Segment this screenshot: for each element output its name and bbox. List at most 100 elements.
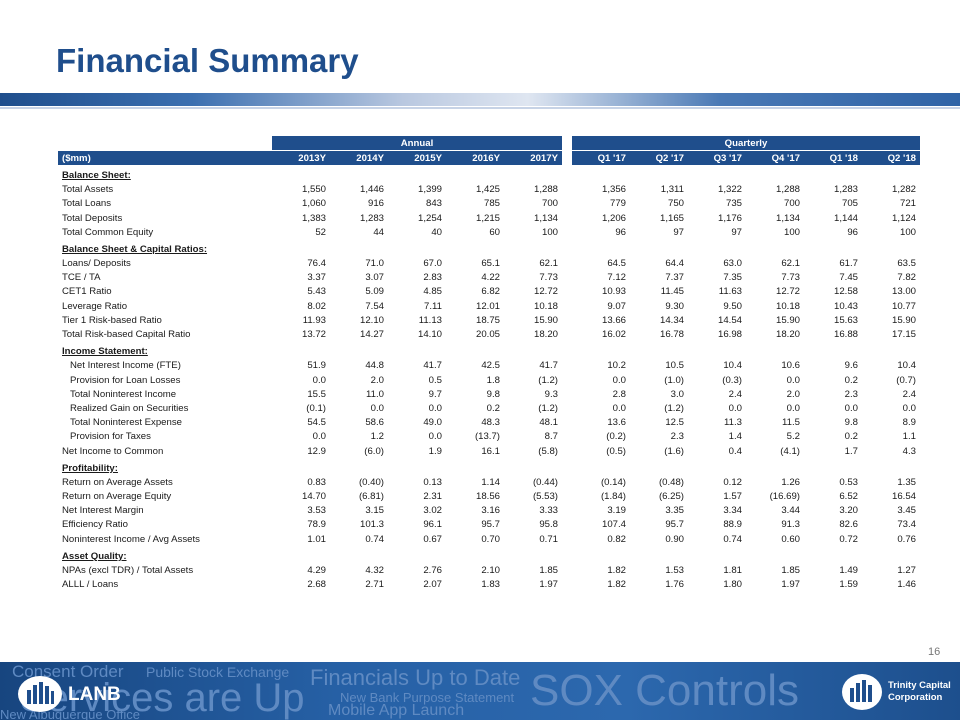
value-cell: 54.5 <box>307 417 326 429</box>
value-cell: 4.32 <box>365 565 384 577</box>
value-cell: 100 <box>541 226 558 238</box>
value-cell: 1.82 <box>607 565 626 577</box>
value-cell: 41.7 <box>423 360 442 372</box>
value-cell: 48.1 <box>539 417 558 429</box>
row-label: Total Deposits <box>62 212 123 224</box>
table-row: Provision for Loan Losses 0.0 2.0 0.5 1.8 (1.… <box>58 373 920 387</box>
section-title: Balance Sheet: <box>62 169 131 181</box>
value-cell: 10.18 <box>775 300 800 312</box>
value-cell: 1,282 <box>891 184 916 196</box>
column-header: 2013Y <box>272 150 330 166</box>
value-cell: 7.11 <box>424 300 442 312</box>
value-cell: 15.90 <box>533 314 558 326</box>
value-cell: 63.0 <box>723 258 742 270</box>
company-name-line1: Trinity Capital <box>888 680 951 691</box>
title-divider-bar <box>0 93 960 106</box>
value-cell: 1,283 <box>359 212 384 224</box>
value-cell: 750 <box>667 198 684 210</box>
column-gap <box>562 387 572 401</box>
value-cell: 16.02 <box>601 329 626 341</box>
column-gap <box>562 327 572 341</box>
value-cell: 2.4 <box>902 388 916 400</box>
column-header: Q1 '18 <box>804 150 862 166</box>
value-cell: 0.0 <box>844 402 858 414</box>
section-header-row: Asset Quality: <box>58 546 920 563</box>
title-divider-line <box>0 107 960 109</box>
value-cell: 0.74 <box>365 533 384 545</box>
trinity-capital-logo-icon <box>842 674 882 710</box>
value-cell: 96 <box>847 226 858 238</box>
value-cell: 785 <box>483 198 500 210</box>
value-cell: 14.10 <box>417 329 442 341</box>
table-row: Total Noninterest Income 15.5 11.0 9.7 9.8 9.… <box>58 387 920 401</box>
row-label: NPAs (excl TDR) / Total Assets <box>62 565 194 577</box>
value-cell: 10.77 <box>891 300 916 312</box>
value-cell: 49.0 <box>423 417 442 429</box>
value-cell: 3.35 <box>665 505 684 517</box>
column-gap <box>562 313 572 327</box>
table-row: Total Deposits 1,383 1,283 1,254 1,215 1,134 1… <box>58 211 920 225</box>
trinity-capital-name: Trinity Capital Corporation <box>888 680 951 704</box>
value-cell: 1.83 <box>481 579 500 591</box>
column-gap <box>562 257 572 271</box>
value-cell: 15.63 <box>833 314 858 326</box>
value-cell: 15.90 <box>775 314 800 326</box>
row-label: Total Common Equity <box>62 226 154 238</box>
value-cell: 1,288 <box>533 184 558 196</box>
value-cell: 1.57 <box>723 491 742 503</box>
value-cell: (1.84) <box>600 491 626 503</box>
value-cell: 0.2 <box>844 431 858 443</box>
value-cell: 8.02 <box>307 300 326 312</box>
value-cell: 7.82 <box>897 272 916 284</box>
value-cell: 1,215 <box>475 212 500 224</box>
column-gap <box>562 285 572 299</box>
value-cell: 0.0 <box>428 431 442 443</box>
watermark-phrase: Public Stock Exchange <box>146 664 290 680</box>
page-title: Financial Summary <box>56 42 359 79</box>
value-cell: 1,254 <box>417 212 442 224</box>
quarterly-group-header: Quarterly <box>572 136 920 151</box>
value-cell: 3.37 <box>307 272 326 284</box>
value-cell: 0.0 <box>728 402 742 414</box>
value-cell: 1,144 <box>833 212 858 224</box>
column-header-row: ($mm) 2013Y 2014Y 2015Y 2016Y 2017Y Q1 '17 Q2 '… <box>58 150 920 166</box>
column-header: 2016Y <box>446 150 504 166</box>
value-cell: 843 <box>425 198 442 210</box>
table-row: Total Assets 1,550 1,446 1,399 1,425 1,288 1,3… <box>58 183 920 197</box>
value-cell: 11.45 <box>660 286 684 298</box>
value-cell: 1,322 <box>717 184 742 196</box>
value-cell: (0.2) <box>606 431 626 443</box>
value-cell: (6.25) <box>658 491 684 503</box>
row-label: Return on Average Equity <box>62 491 172 503</box>
column-gap <box>562 150 572 166</box>
value-cell: 1.14 <box>481 476 500 488</box>
value-cell: 1,446 <box>359 184 384 196</box>
value-cell: 2.71 <box>365 579 384 591</box>
value-cell: 1,134 <box>775 212 800 224</box>
value-cell: 0.71 <box>539 533 558 545</box>
annual-group-header: Annual <box>272 136 562 151</box>
column-header: 2017Y <box>504 150 562 166</box>
group-gap <box>562 136 572 151</box>
value-cell: 0.53 <box>839 476 858 488</box>
value-cell: 1.53 <box>665 565 684 577</box>
value-cell: 1.80 <box>723 579 742 591</box>
value-cell: 1.26 <box>781 476 800 488</box>
value-cell: 6.52 <box>839 491 858 503</box>
value-cell: 1,283 <box>833 184 858 196</box>
row-label: TCE / TA <box>62 272 101 284</box>
row-label: Leverage Ratio <box>62 300 128 312</box>
value-cell: 2.3 <box>670 431 684 443</box>
value-cell: 10.6 <box>781 360 800 372</box>
value-cell: 62.1 <box>781 258 800 270</box>
table-row: NPAs (excl TDR) / Total Assets 4.29 4.32 2.… <box>58 563 920 577</box>
value-cell: 13.66 <box>601 314 626 326</box>
value-cell: 1,425 <box>475 184 500 196</box>
value-cell: 11.13 <box>418 314 442 326</box>
value-cell: (1.2) <box>538 402 558 414</box>
table-row: Return on Average Equity 14.70 (6.81) 2.31 1… <box>58 490 920 504</box>
value-cell: 0.0 <box>428 402 442 414</box>
value-cell: 0.0 <box>786 374 800 386</box>
value-cell: 3.16 <box>481 505 500 517</box>
value-cell: (6.81) <box>358 491 384 503</box>
